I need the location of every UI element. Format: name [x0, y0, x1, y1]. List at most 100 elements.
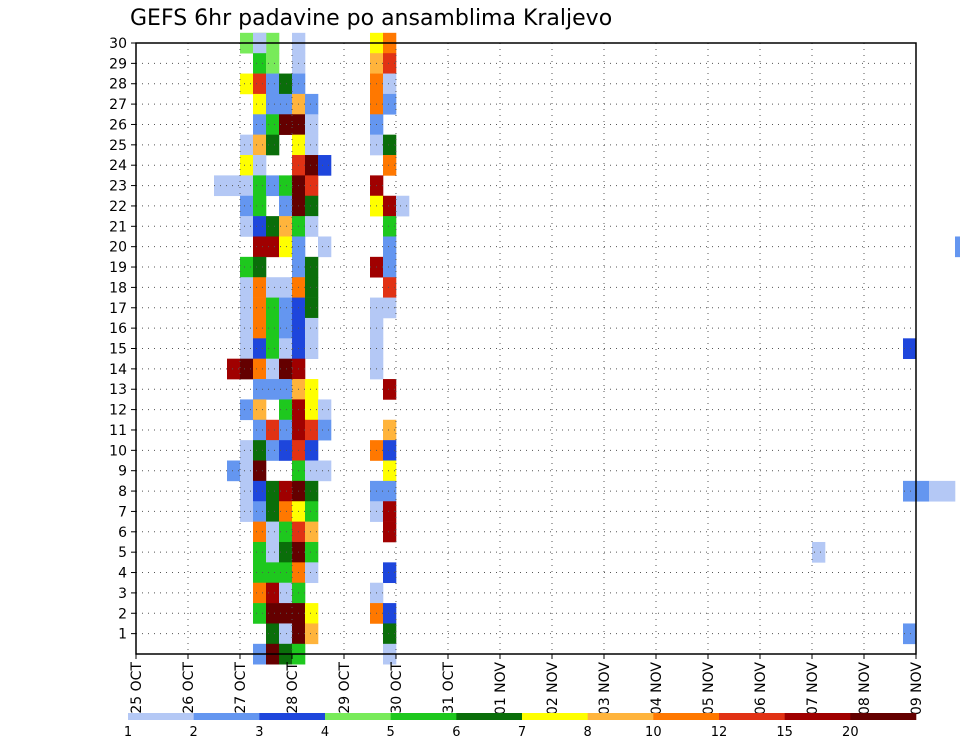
heatmap-cell: [383, 73, 397, 95]
heatmap-cell: [383, 440, 397, 461]
colorbar-label: 7: [518, 725, 526, 740]
colorbar-label: 4: [321, 725, 329, 740]
y-tick-label: 1: [118, 627, 127, 643]
heatmap-cell: [279, 419, 293, 441]
x-tick-label: 03 NOV: [597, 662, 613, 716]
data-cells: [214, 32, 960, 665]
colorbar-swatch: [587, 713, 654, 720]
heatmap-cell: [253, 297, 267, 319]
heatmap-cell: [383, 603, 397, 624]
y-tick-label: 30: [109, 36, 127, 52]
heatmap-cell: [279, 501, 293, 522]
heatmap-cell: [253, 582, 267, 604]
heatmap-cell: [266, 277, 293, 298]
heatmap-cell: [253, 134, 267, 156]
colorbar-swatch: [522, 713, 588, 720]
heatmap-cell: [279, 338, 293, 359]
colorbar-label: 5: [387, 725, 395, 740]
heatmap-cell: [266, 53, 280, 74]
y-tick-label: 7: [118, 504, 127, 520]
heatmap-cell: [305, 603, 319, 624]
heatmap-cell: [903, 338, 917, 359]
heatmap-cell: [266, 603, 280, 624]
y-tick-label: 13: [109, 382, 127, 398]
x-tick-label: 01 NOV: [493, 662, 509, 716]
heatmap-cell: [305, 93, 319, 115]
heatmap-cell: [266, 358, 280, 380]
colorbar-swatch: [784, 713, 851, 720]
colorbar-swatch: [719, 713, 785, 720]
heatmap-cell: [305, 338, 319, 359]
heatmap-cell: [383, 195, 397, 217]
heatmap-cell: [266, 541, 280, 563]
heatmap-cell: [266, 521, 280, 543]
heatmap-cell: [253, 541, 267, 563]
heatmap-cell: [305, 623, 319, 645]
heatmap-cell: [227, 358, 241, 380]
heatmap-cell: [253, 195, 267, 217]
colorbar-swatch: [653, 713, 720, 720]
y-tick-label: 16: [109, 321, 127, 337]
heatmap-cell: [266, 419, 280, 441]
heatmap-cell: [383, 460, 397, 482]
heatmap-cell: [253, 419, 267, 441]
x-tick-label: 08 NOV: [857, 662, 873, 716]
heatmap-cell: [318, 155, 332, 176]
heatmap-cell: [305, 195, 319, 217]
heatmap-cell: [279, 399, 293, 421]
heatmap-cell: [370, 480, 397, 502]
x-tick-label: 07 NOV: [805, 662, 821, 716]
heatmap-cell: [279, 114, 293, 135]
heatmap-cell: [240, 175, 254, 197]
x-tick-label: 27 OCT: [233, 662, 249, 714]
heatmap-cell: [279, 175, 293, 197]
heatmap-cell: [266, 480, 280, 502]
heatmap-cell: [253, 73, 267, 95]
heatmap-cell: [240, 358, 254, 380]
x-tick-label: 25 OCT: [129, 662, 145, 714]
heatmap-cell: [253, 521, 267, 543]
heatmap-cell: [266, 317, 280, 339]
heatmap-cell: [240, 73, 254, 95]
heatmap-cell: [266, 175, 280, 197]
colorbar-label: 12: [711, 725, 728, 740]
heatmap-cell: [266, 216, 280, 237]
heatmap-cell: [383, 379, 397, 400]
colorbar-label: 15: [776, 725, 793, 740]
y-tick-label: 18: [109, 280, 127, 296]
heatmap-cell: [903, 623, 917, 645]
heatmap-cell: [318, 399, 332, 421]
heatmap-cell: [305, 480, 319, 502]
heatmap-cell: [383, 562, 397, 584]
heatmap-cell: [318, 236, 332, 258]
x-tick-label: 02 NOV: [545, 662, 561, 716]
heatmap-cell: [240, 440, 254, 461]
y-tick-label: 17: [109, 301, 127, 317]
gridlines: [136, 42, 916, 654]
heatmap-cell: [253, 480, 267, 502]
heatmap-cell: [318, 419, 332, 441]
heatmap-cell: [266, 73, 280, 95]
colorbar-swatch: [325, 713, 391, 720]
y-tick-label: 11: [109, 423, 127, 439]
heatmap-cell: [240, 338, 254, 359]
heatmap-cell: [812, 541, 826, 563]
heatmap-cell: [240, 195, 254, 217]
heatmap-cell: [253, 53, 267, 74]
chart-title: GEFS 6hr padavine po ansamblima Kraljevo: [130, 6, 613, 31]
heatmap-cell: [240, 155, 254, 176]
heatmap-cell: [240, 317, 254, 339]
heatmap-cell: [240, 297, 254, 319]
y-tick-label: 23: [109, 179, 127, 195]
heatmap-cell: [305, 521, 319, 543]
y-tick-label: 27: [109, 97, 127, 113]
heatmap-cell: [253, 358, 267, 380]
heatmap-cell: [266, 114, 280, 135]
y-tick-label: 12: [109, 403, 127, 419]
y-tick-label: 8: [118, 484, 127, 500]
colorbar-swatch: [390, 713, 457, 720]
heatmap-cell: [396, 195, 410, 217]
x-tick-label: 09 NOV: [909, 662, 925, 716]
heatmap-cell: [253, 277, 267, 298]
heatmap-cell: [266, 440, 280, 461]
